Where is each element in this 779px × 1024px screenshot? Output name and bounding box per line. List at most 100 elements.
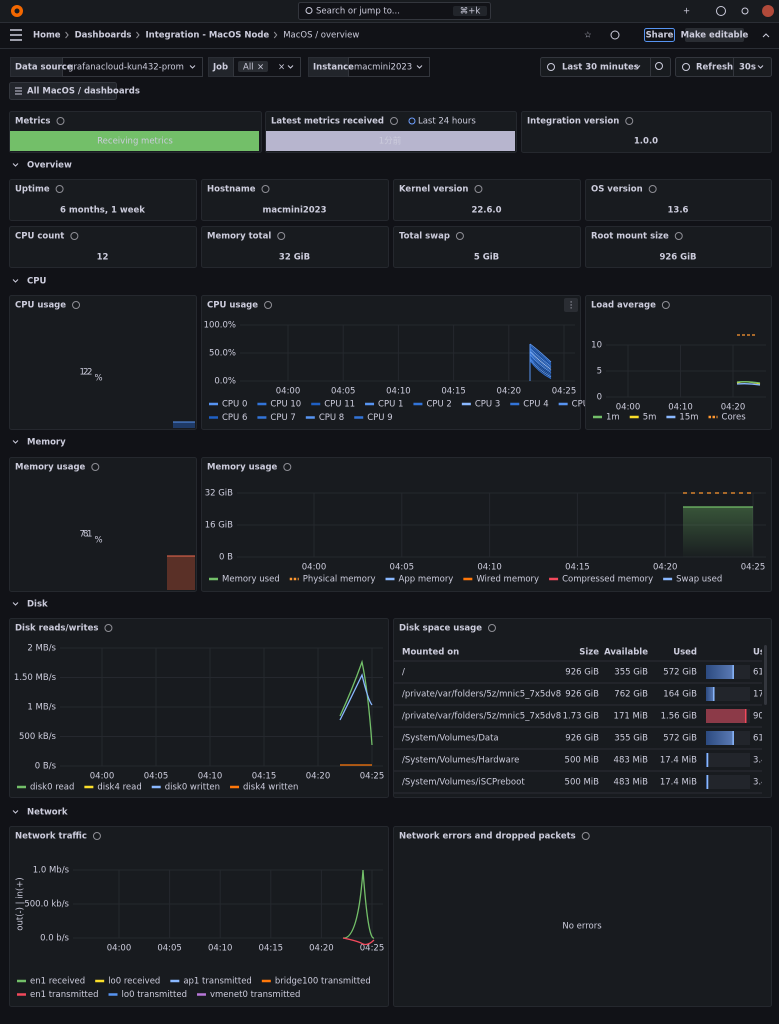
panel-info-icon — [648, 185, 657, 193]
legend-label[interactable]: disk0 read — [30, 783, 74, 793]
legend-label[interactable]: CPU 11 — [324, 400, 355, 410]
panel-menu[interactable] — [564, 298, 578, 312]
series-line — [529, 355, 552, 375]
panel-info-icon — [487, 624, 496, 632]
gauge-track — [706, 775, 750, 789]
scrollbar[interactable] — [764, 645, 767, 705]
column-header[interactable]: Mounted on — [402, 648, 459, 658]
column-header[interactable]: Size — [579, 648, 599, 658]
legend-label[interactable]: Wired memory — [476, 575, 539, 585]
row-chevron[interactable] — [12, 279, 19, 283]
legend-label[interactable]: en1 received — [30, 977, 85, 987]
legend-label[interactable]: 15m — [679, 413, 698, 423]
table-cell: 171 MiB — [614, 712, 649, 722]
table-cell: 483 MiB — [614, 756, 649, 766]
panel-info-icon — [70, 232, 79, 240]
search-placeholder: Search or jump to... — [316, 7, 400, 17]
legend-label[interactable]: disk4 written — [243, 783, 298, 793]
legend-label[interactable]: CPU 1 — [378, 400, 403, 410]
column-header[interactable]: Use — [753, 648, 771, 658]
legend-label[interactable]: Memory used — [222, 575, 280, 585]
x-tick-label: 04:00 — [90, 772, 115, 782]
legend-label[interactable]: bridge100 transmitted — [275, 977, 371, 987]
row-title[interactable]: Network — [27, 808, 68, 818]
x-tick-label: 04:25 — [360, 772, 385, 782]
refresh-interval: 30s — [739, 63, 756, 73]
legend-label[interactable]: CPU 7 — [270, 413, 295, 423]
info-icon[interactable] — [610, 30, 620, 40]
search-box[interactable] — [298, 2, 491, 20]
news-icon[interactable] — [741, 7, 749, 15]
dashboards-link[interactable] — [9, 82, 117, 100]
row-title[interactable]: Overview — [27, 161, 72, 171]
legend-label[interactable]: Cores — [722, 413, 747, 423]
row-chevron[interactable] — [12, 602, 19, 606]
legend-label[interactable]: Swap used — [676, 575, 722, 585]
variable-value-box[interactable] — [348, 57, 430, 77]
y-tick-label: 1.50 MB/s — [14, 673, 57, 683]
edit-button[interactable] — [685, 28, 744, 42]
stat-value: 22.6.0 — [471, 206, 501, 216]
legend-label[interactable]: CPU 9 — [367, 413, 392, 423]
panel-title: CPU usage — [207, 301, 258, 311]
add-icon[interactable]: + — [683, 7, 690, 17]
panel-title: Latest metrics received — [271, 117, 384, 127]
legend-label[interactable]: CPU 2 — [426, 400, 451, 410]
panel — [9, 295, 197, 430]
breadcrumb[interactable]: Home — [33, 31, 61, 41]
star-icon[interactable]: ☆ — [584, 31, 592, 41]
breadcrumb[interactable]: Dashboards — [75, 31, 132, 41]
stat-value: 32 GiB — [279, 253, 310, 263]
table-cell: 17.7 — [753, 690, 772, 700]
y-tick-label: 500.0 kb/s — [24, 900, 69, 910]
legend-label[interactable]: CPU 5 — [572, 400, 597, 410]
legend-label[interactable]: App memory — [399, 575, 454, 585]
row-chevron[interactable] — [12, 810, 19, 814]
share-button[interactable] — [644, 28, 675, 42]
row-title[interactable]: Memory — [27, 438, 66, 448]
menu-icon[interactable] — [10, 29, 22, 41]
legend-label[interactable]: en1 transmitted — [30, 990, 99, 1000]
legend-label[interactable]: 5m — [643, 413, 657, 423]
y-tick-label: 32 GiB — [205, 489, 233, 499]
help-icon[interactable] — [716, 6, 726, 16]
legend-label[interactable]: Physical memory — [303, 575, 376, 585]
time-picker[interactable] — [540, 57, 671, 77]
legend-label[interactable]: Compressed memory — [562, 575, 653, 585]
legend-label[interactable]: ap1 transmitted — [183, 977, 252, 987]
variable-pill — [238, 61, 268, 72]
row-chevron[interactable] — [12, 163, 19, 167]
table-cell: /private/var/folders/5z/mnic5_7x5dv8 — [402, 712, 561, 722]
legend-label[interactable]: CPU 10 — [270, 400, 301, 410]
legend-label[interactable]: 1m — [606, 413, 620, 423]
legend-label[interactable]: lo0 transmitted — [122, 990, 187, 1000]
table: Mounted on Size Available Used Use / 926 GiB 35… — [394, 648, 772, 794]
row-chevron[interactable] — [12, 440, 19, 444]
refresh-button[interactable] — [675, 57, 772, 77]
row-title[interactable]: Disk — [27, 600, 48, 610]
legend-label[interactable]: CPU 3 — [475, 400, 500, 410]
avatar[interactable] — [762, 5, 774, 17]
legend-label[interactable]: CPU 0 — [222, 400, 247, 410]
series-line — [529, 357, 552, 376]
variable-value-box[interactable] — [62, 57, 203, 77]
panel — [585, 226, 772, 268]
y-tick-label: 0.0 b/s — [40, 934, 69, 944]
legend-label[interactable]: vmenet0 transmitted — [210, 990, 300, 1000]
table-cell: 483 MiB — [614, 778, 649, 788]
legend-label[interactable]: disk0 written — [165, 783, 220, 793]
legend-label[interactable]: CPU 8 — [319, 413, 344, 423]
zoom-icon[interactable] — [655, 62, 663, 70]
legend-label[interactable]: CPU 4 — [523, 400, 548, 410]
column-header[interactable]: Used — [673, 648, 697, 658]
row-title[interactable]: CPU — [27, 277, 46, 287]
legend-label[interactable]: disk4 read — [97, 783, 141, 793]
breadcrumb[interactable]: Integration - MacOS Node — [145, 31, 269, 41]
status-value: 1.0.0 — [634, 137, 658, 147]
x-tick-label: 04:10 — [198, 772, 223, 782]
legend-label[interactable]: lo0 received — [108, 977, 160, 987]
legend-label[interactable]: CPU 6 — [222, 413, 247, 423]
column-header[interactable]: Available — [604, 648, 648, 658]
clock-icon — [547, 63, 555, 71]
